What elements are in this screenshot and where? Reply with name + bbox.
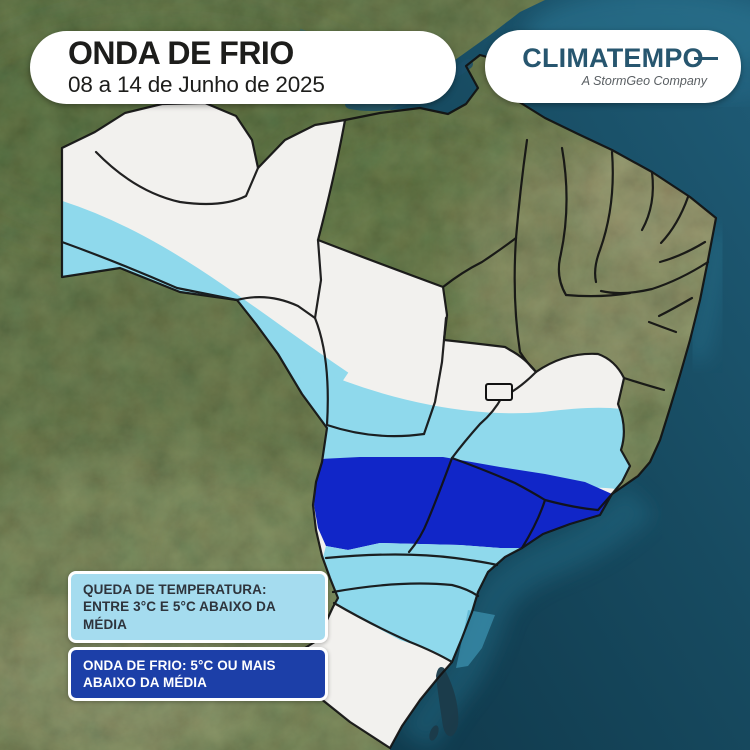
logo-wordmark: CLIMATEMPO (522, 43, 704, 73)
distrito-federal-outline (485, 383, 513, 401)
climatempo-logo: CLIMATEMPO (522, 43, 718, 73)
coastal-band-tint (456, 610, 495, 668)
cold-band-3to5-south (323, 543, 522, 662)
logo-card: CLIMATEMPO A StormGeo Company (485, 30, 741, 103)
page-title: ONDA DE FRIO (68, 34, 294, 71)
legend-item-cold-wave: ONDA DE FRIO: 5°C OU MAIS ABAIXO DA MÉDI… (68, 646, 328, 702)
title-card: ONDA DE FRIO 08 a 14 de Junho de 2025 (30, 31, 456, 104)
legend-label: QUEDA DE TEMPERATURA: ENTRE 3°C E 5°C AB… (83, 582, 276, 632)
patos-lagoon (429, 667, 459, 741)
date-range: 08 a 14 de Junho de 2025 (68, 72, 325, 98)
legend-label: ONDA DE FRIO: 5°C OU MAIS ABAIXO DA MÉDI… (83, 657, 276, 691)
map-legend: QUEDA DE TEMPERATURA: ENTRE 3°C E 5°C AB… (68, 571, 328, 702)
state-borders (60, 53, 718, 750)
legend-item-temp-drop: QUEDA DE TEMPERATURA: ENTRE 3°C E 5°C AB… (68, 571, 328, 643)
logo-o-line-icon (693, 57, 718, 60)
cold-band-3to5-east (273, 365, 630, 499)
logo-tagline: A StormGeo Company (581, 74, 707, 88)
